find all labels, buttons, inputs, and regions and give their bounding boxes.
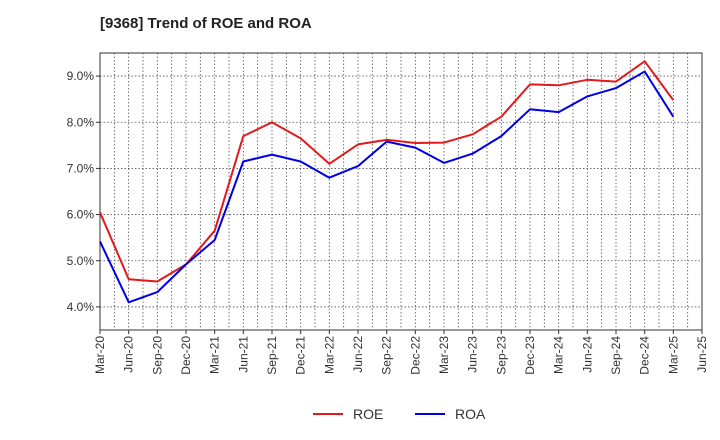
- x-tick-label: Dec-21: [294, 336, 308, 375]
- y-tick-label: 8.0%: [67, 115, 95, 129]
- x-tick-label: Dec-22: [408, 336, 422, 375]
- x-tick-label: Sep-24: [609, 336, 623, 375]
- x-tick-label: Jun-23: [466, 336, 480, 373]
- plot-border: [99, 52, 703, 331]
- legend-label-roa: ROA: [455, 406, 486, 422]
- x-tick-label: Mar-23: [437, 336, 451, 374]
- x-tick-label: Jun-25: [695, 336, 709, 373]
- x-tick-label: Jun-24: [580, 336, 594, 373]
- x-tick-label: Sep-22: [380, 336, 394, 375]
- x-tick-label: Sep-21: [265, 336, 279, 375]
- x-tick-label: Dec-23: [523, 336, 537, 375]
- x-tick-label: Sep-23: [494, 336, 508, 375]
- x-tick-label: Mar-20: [93, 336, 107, 374]
- x-tick-label: Mar-25: [666, 336, 680, 374]
- y-tick-label: 5.0%: [67, 254, 95, 268]
- series-line-roe: [99, 60, 675, 283]
- x-tick-label: Mar-22: [322, 336, 336, 374]
- x-tick-label: Sep-20: [150, 336, 164, 375]
- x-tick-label: Jun-22: [351, 336, 365, 373]
- x-tick-label: Mar-24: [552, 336, 566, 374]
- series-line-roa: [99, 70, 675, 304]
- y-tick-label: 9.0%: [67, 69, 95, 83]
- y-tick-label: 4.0%: [67, 300, 95, 314]
- chart-title: [9368] Trend of ROE and ROA: [100, 15, 312, 32]
- y-tick-label: 6.0%: [67, 208, 95, 222]
- x-tick-label: Mar-21: [208, 336, 222, 374]
- x-tick-label: Dec-24: [638, 336, 652, 375]
- x-tick-label: Jun-21: [236, 336, 250, 373]
- y-tick-label: 7.0%: [67, 161, 95, 175]
- x-tick-label: Dec-20: [179, 336, 193, 375]
- x-tick-label: Jun-20: [122, 336, 136, 373]
- legend-label-roe: ROE: [353, 406, 383, 422]
